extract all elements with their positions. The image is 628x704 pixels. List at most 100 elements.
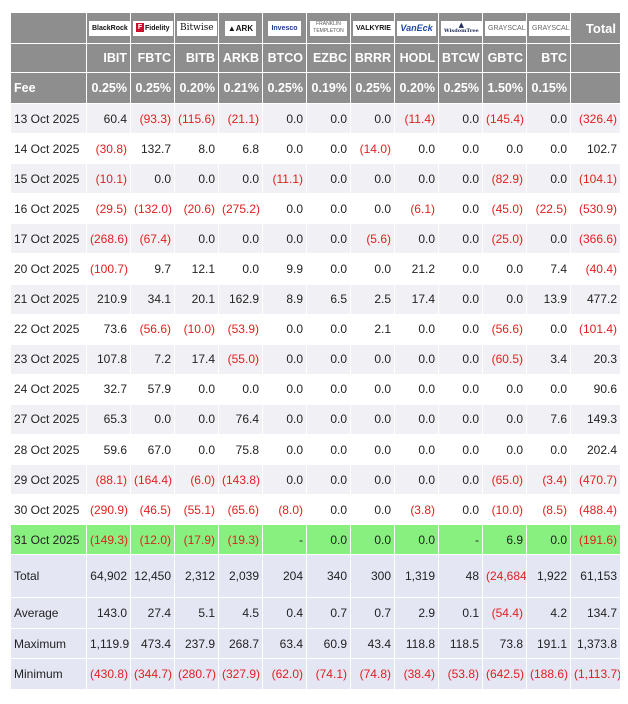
summary-cell: 43.4 xyxy=(350,627,395,660)
ark-logo: ▲ARK xyxy=(224,20,257,36)
row-date: 20 Oct 2025 xyxy=(10,253,87,285)
summary-label: Maximum xyxy=(10,627,87,660)
flow-cell: 0.0 xyxy=(174,434,219,466)
issuer-logo-fidelity: F Fidelity xyxy=(130,12,175,44)
flow-cell: 0.0 xyxy=(350,524,395,556)
flow-cell: (115.6) xyxy=(174,102,219,135)
flow-cell: 0.0 xyxy=(438,494,483,526)
flow-cell: (65.6) xyxy=(218,494,263,526)
summary-cell: 48 xyxy=(438,554,483,599)
ticker-header: BRRR xyxy=(350,43,395,73)
flow-cell: 0.0 xyxy=(350,193,395,225)
ticker-header: ARKB xyxy=(218,43,263,73)
issuer-logo-vaneck: VanEck xyxy=(394,12,439,44)
row-total-cell: 90.6 xyxy=(570,373,621,405)
flow-cell: 6.9 xyxy=(482,524,527,556)
summary-cell: 4.2 xyxy=(526,597,571,629)
flow-cell: 0.0 xyxy=(174,163,219,195)
flow-cell: (29.5) xyxy=(86,193,131,225)
flow-cell: 3.4 xyxy=(526,343,571,375)
fee-cell: 0.21% xyxy=(218,72,263,104)
summary-cell: 4.5 xyxy=(218,597,263,629)
flow-cell: 0.0 xyxy=(350,163,395,195)
ticker-header: BTCW xyxy=(438,43,483,73)
fee-cell: 0.25% xyxy=(438,72,483,104)
flow-cell: 0.0 xyxy=(306,193,351,225)
flow-cell: 57.9 xyxy=(130,373,175,405)
flow-cell: 0.0 xyxy=(482,133,527,165)
valkyrie-logo: VALKYRIE xyxy=(353,20,394,36)
invesco-logo: Invesco xyxy=(268,20,301,36)
flow-cell: (10.0) xyxy=(482,494,527,526)
fee-total-cell xyxy=(570,72,621,104)
flow-cell: 0.0 xyxy=(394,133,439,165)
flow-cell: 0.0 xyxy=(262,464,307,496)
flow-cell: 2.5 xyxy=(350,283,395,315)
flow-cell: 0.0 xyxy=(438,343,483,375)
flow-cell: 6.8 xyxy=(218,133,263,165)
flow-cell: 0.0 xyxy=(394,163,439,195)
flow-cell: (3.4) xyxy=(526,464,571,496)
flow-cell: 73.6 xyxy=(86,313,131,345)
flow-cell: 2.1 xyxy=(350,313,395,345)
flow-cell: 0.0 xyxy=(482,283,527,315)
flow-cell: 0.0 xyxy=(526,102,571,135)
grayscale-logo: GRAYSCALE xyxy=(529,20,570,36)
summary-cell: (24,684) xyxy=(482,554,527,599)
flow-cell: 0.0 xyxy=(438,102,483,135)
flow-cell: 0.0 xyxy=(438,434,483,466)
flow-cell: 0.0 xyxy=(262,313,307,345)
ticker-header: IBIT xyxy=(86,43,131,73)
flow-cell: 0.0 xyxy=(394,373,439,405)
flow-cell: 0.0 xyxy=(438,133,483,165)
flow-cell: (67.4) xyxy=(130,223,175,255)
table-row: 14 Oct 2025 (30.8) 132.7 8.0 6.8 0.0 0.0 (14.0)… xyxy=(10,133,621,165)
table-row: 15 Oct 2025 (10.1) 0.0 0.0 0.0 (11.1) 0.0 0.0 0.… xyxy=(10,163,621,195)
row-date: 29 Oct 2025 xyxy=(10,464,87,496)
summary-cell: (54.4) xyxy=(482,597,527,629)
fee-cell: 1.50% xyxy=(482,72,527,104)
flow-cell: 0.0 xyxy=(262,343,307,375)
summary-cell: 0.4 xyxy=(262,597,307,629)
flow-cell: 76.4 xyxy=(218,403,263,436)
summary-cell: 0.7 xyxy=(350,597,395,629)
fee-cell: 0.20% xyxy=(174,72,219,104)
summary-total-cell: 134.7 xyxy=(570,597,621,629)
row-date: 28 Oct 2025 xyxy=(10,434,87,466)
summary-cell: (188.6) xyxy=(526,658,571,690)
flow-cell: 0.0 xyxy=(394,223,439,255)
flow-cell: 0.0 xyxy=(526,313,571,345)
issuer-logo-ark: ▲ARK xyxy=(218,12,263,44)
ticker-header: BITB xyxy=(174,43,219,73)
fee-cell: 0.19% xyxy=(306,72,351,104)
flow-cell: 0.0 xyxy=(262,373,307,405)
summary-cell: 60.9 xyxy=(306,627,351,660)
flow-cell: 6.5 xyxy=(306,283,351,315)
row-date: 13 Oct 2025 xyxy=(10,102,87,135)
flow-cell: 65.3 xyxy=(86,403,131,436)
row-total-cell: 20.3 xyxy=(570,343,621,375)
flow-cell: (82.9) xyxy=(482,163,527,195)
row-date: 17 Oct 2025 xyxy=(10,223,87,255)
table-row: 28 Oct 2025 59.6 67.0 0.0 75.8 0.0 0.0 0.0 0.0 0.… xyxy=(10,434,621,466)
summary-row: Average 143.0 27.4 5.1 4.5 0.4 0.7 0.7 2.9 0.1 (54… xyxy=(10,597,621,629)
row-total-cell: (101.4) xyxy=(570,313,621,345)
flow-cell: (5.6) xyxy=(350,223,395,255)
flow-cell: 0.0 xyxy=(482,253,527,285)
flow-cell: 7.4 xyxy=(526,253,571,285)
summary-row: Minimum (430.8) (344.7) (280.7) (327.9) (62.0… xyxy=(10,658,621,690)
flow-cell: 0.0 xyxy=(262,133,307,165)
ark-triangle-icon: ▲ xyxy=(227,23,236,33)
issuer-logo-grayscale-btc: GRAYSCALE xyxy=(526,12,571,44)
ticker-header: BTC xyxy=(526,43,571,73)
summary-cell: 204 xyxy=(262,554,307,599)
flow-cell: 67.0 xyxy=(130,434,175,466)
summary-cell: (327.9) xyxy=(218,658,263,690)
summary-cell: 2,039 xyxy=(218,554,263,599)
table-row: 30 Oct 2025 (290.9) (46.5) (55.1) (65.6) (8.0… xyxy=(10,494,621,526)
table-row: 24 Oct 2025 32.7 57.9 0.0 0.0 0.0 0.0 0.0 0.0 0.0… xyxy=(10,373,621,405)
wisdomtree-hat-icon: ▲ xyxy=(458,20,465,29)
row-date: 31 Oct 2025 xyxy=(10,524,87,556)
flow-cell: (275.2) xyxy=(218,193,263,225)
flow-cell: 0.0 xyxy=(482,434,527,466)
